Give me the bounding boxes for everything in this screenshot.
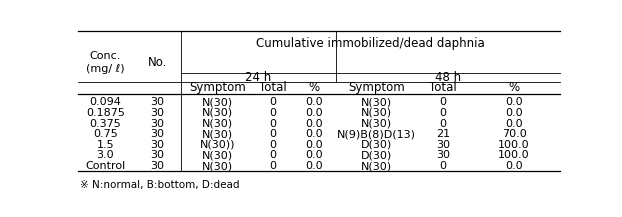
- Text: Total: Total: [259, 81, 287, 94]
- Text: 0.0: 0.0: [305, 119, 323, 129]
- Text: 100.0: 100.0: [498, 150, 530, 161]
- Text: 30: 30: [436, 150, 450, 161]
- Text: D(30): D(30): [361, 150, 392, 161]
- Text: 0.375: 0.375: [90, 119, 121, 129]
- Text: 0.0: 0.0: [505, 97, 523, 107]
- Text: 0: 0: [269, 97, 277, 107]
- Text: N(30): N(30): [202, 108, 233, 118]
- Text: No.: No.: [147, 56, 167, 69]
- Text: ※ N:normal, B:bottom, D:dead: ※ N:normal, B:bottom, D:dead: [80, 180, 239, 190]
- Text: N(30): N(30): [202, 97, 233, 107]
- Text: 0.0: 0.0: [505, 119, 523, 129]
- Text: 0.0: 0.0: [505, 108, 523, 118]
- Text: N(30): N(30): [202, 119, 233, 129]
- Text: 3.0: 3.0: [96, 150, 114, 161]
- Text: 0: 0: [269, 108, 277, 118]
- Text: 0.0: 0.0: [305, 161, 323, 171]
- Text: 0: 0: [439, 97, 447, 107]
- Text: 30: 30: [151, 161, 164, 171]
- Text: 0.0: 0.0: [305, 108, 323, 118]
- Text: 30: 30: [436, 140, 450, 150]
- Text: N(30)): N(30)): [200, 140, 235, 150]
- Text: Cumulative immobilized/dead daphnia: Cumulative immobilized/dead daphnia: [256, 37, 485, 50]
- Text: 0: 0: [439, 119, 447, 129]
- Text: N(30): N(30): [361, 108, 392, 118]
- Text: 70.0: 70.0: [501, 129, 526, 139]
- Text: 0: 0: [439, 108, 447, 118]
- Text: 30: 30: [151, 129, 164, 139]
- Text: 0.0: 0.0: [505, 161, 523, 171]
- Text: 0: 0: [269, 129, 277, 139]
- Text: 0.094: 0.094: [90, 97, 121, 107]
- Text: N(9)B(8)D(13): N(9)B(8)D(13): [337, 129, 416, 139]
- Text: Symptom: Symptom: [348, 81, 405, 94]
- Text: 0.1875: 0.1875: [86, 108, 125, 118]
- Text: Total: Total: [429, 81, 457, 94]
- Text: 0: 0: [269, 140, 277, 150]
- Text: 100.0: 100.0: [498, 140, 530, 150]
- Text: 0: 0: [439, 161, 447, 171]
- Text: D(30): D(30): [361, 140, 392, 150]
- Text: 30: 30: [151, 97, 164, 107]
- Text: 0: 0: [269, 119, 277, 129]
- Text: 30: 30: [151, 119, 164, 129]
- Text: 21: 21: [436, 129, 450, 139]
- Text: N(30): N(30): [361, 161, 392, 171]
- Text: Conc.
(mg/ ℓ): Conc. (mg/ ℓ): [86, 51, 125, 74]
- Text: 0.75: 0.75: [93, 129, 118, 139]
- Text: N(30): N(30): [202, 161, 233, 171]
- Text: %: %: [309, 81, 320, 94]
- Text: 24 h: 24 h: [246, 71, 272, 84]
- Text: Symptom: Symptom: [189, 81, 246, 94]
- Text: 30: 30: [151, 150, 164, 161]
- Text: 0.0: 0.0: [305, 97, 323, 107]
- Text: 0.0: 0.0: [305, 140, 323, 150]
- Text: 0.0: 0.0: [305, 129, 323, 139]
- Text: 0: 0: [269, 161, 277, 171]
- Text: 0: 0: [269, 150, 277, 161]
- Text: Control: Control: [85, 161, 126, 171]
- Text: 30: 30: [151, 140, 164, 150]
- Text: %: %: [508, 81, 519, 94]
- Text: N(30): N(30): [202, 129, 233, 139]
- Text: 1.5: 1.5: [96, 140, 114, 150]
- Text: 30: 30: [151, 108, 164, 118]
- Text: N(30): N(30): [202, 150, 233, 161]
- Text: N(30): N(30): [361, 119, 392, 129]
- Text: 0.0: 0.0: [305, 150, 323, 161]
- Text: 48 h: 48 h: [435, 71, 461, 84]
- Text: N(30): N(30): [361, 97, 392, 107]
